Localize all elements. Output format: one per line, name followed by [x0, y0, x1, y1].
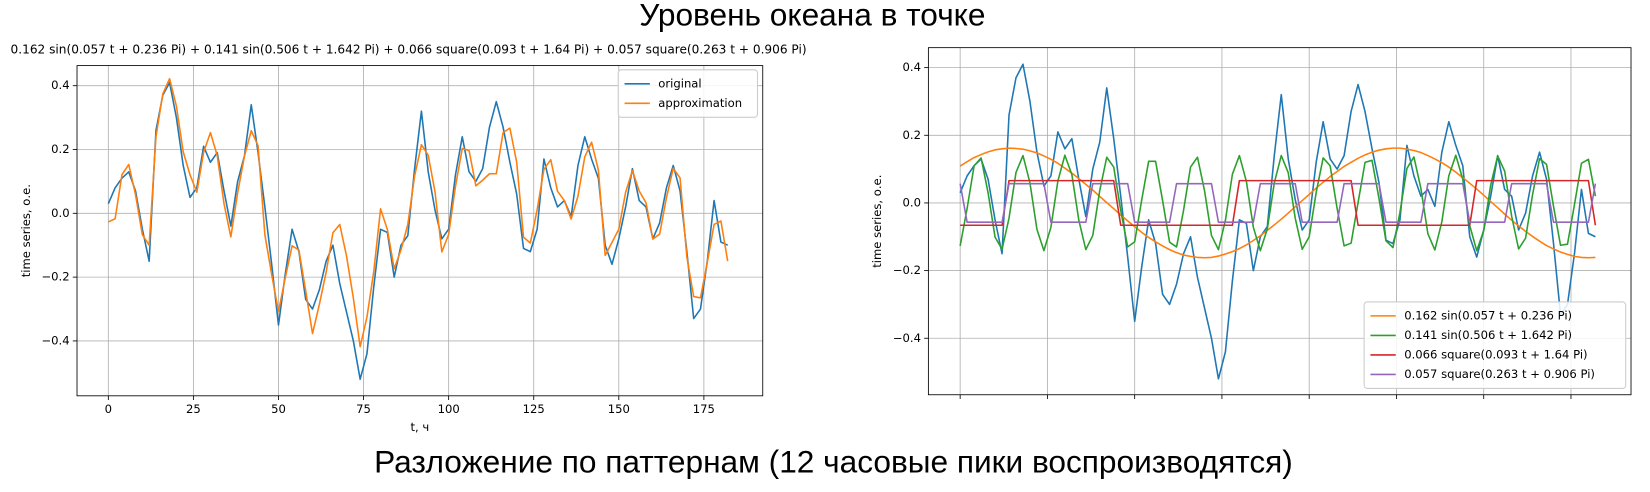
plot-lines	[107, 77, 729, 381]
legend-label: original	[658, 76, 701, 90]
y-tick-label: 0.2	[51, 142, 69, 156]
y-tick-label: −0.2	[41, 270, 69, 284]
page-title: Уровень океана в точке	[639, 0, 985, 32]
series-line	[959, 154, 1597, 252]
x-tick-label: 125	[523, 402, 545, 416]
y-tick-label: 0.0	[51, 206, 69, 220]
plot-frame	[927, 47, 1632, 396]
legend: 0.162 sin(0.057 t + 0.236 Pi) 0.141 sin(0…	[1363, 301, 1627, 389]
series-line	[959, 182, 1597, 224]
x-tick-label: 150	[608, 402, 630, 416]
series-line	[107, 77, 729, 348]
page-caption: Разложение по паттернам (12 часовые пики…	[374, 444, 1293, 480]
x-tick-label: 25	[186, 402, 201, 416]
plot-frame	[76, 65, 764, 397]
plot-lines	[959, 63, 1597, 380]
chart-title: 0.162 sin(0.057 t + 0.236 Pi) + 0.141 si…	[11, 42, 807, 56]
series-line	[960, 179, 1597, 227]
x-tick-label: 175	[693, 402, 715, 416]
legend-label: 0.057 square(0.263 t + 0.906 Pi)	[1404, 367, 1595, 381]
series-line	[107, 81, 729, 381]
legend: original approximation	[617, 69, 759, 118]
y-tick-label: 0.0	[903, 195, 921, 209]
legend-box	[617, 69, 759, 118]
x-tick-label: 0	[105, 402, 112, 416]
legend-label: 0.066 square(0.093 t + 1.64 Pi)	[1404, 347, 1587, 361]
legend-box	[1363, 301, 1627, 389]
y-tick-label: −0.2	[893, 263, 921, 277]
y-tick-label: 0.4	[51, 78, 69, 92]
series-line	[959, 63, 1596, 380]
y-axis-label: time series, о.е.	[19, 184, 33, 277]
y-tick-label: 0.2	[903, 128, 921, 142]
y-tick-label: −0.4	[893, 331, 921, 345]
x-axis-label: t, ч	[410, 420, 429, 434]
x-tick-label: 75	[356, 402, 371, 416]
y-axis-label: time series, о.е.	[870, 175, 884, 268]
y-tick-label: 0.4	[903, 60, 921, 74]
x-tick-label: 50	[271, 402, 286, 416]
legend-label: approximation	[658, 96, 742, 110]
y-tick-label: −0.4	[41, 333, 69, 347]
series-line	[959, 147, 1596, 259]
legend-label: 0.162 sin(0.057 t + 0.236 Pi)	[1404, 308, 1572, 322]
x-tick-label: 100	[438, 402, 460, 416]
legend-label: 0.141 sin(0.506 t + 1.642 Pi)	[1404, 328, 1572, 342]
